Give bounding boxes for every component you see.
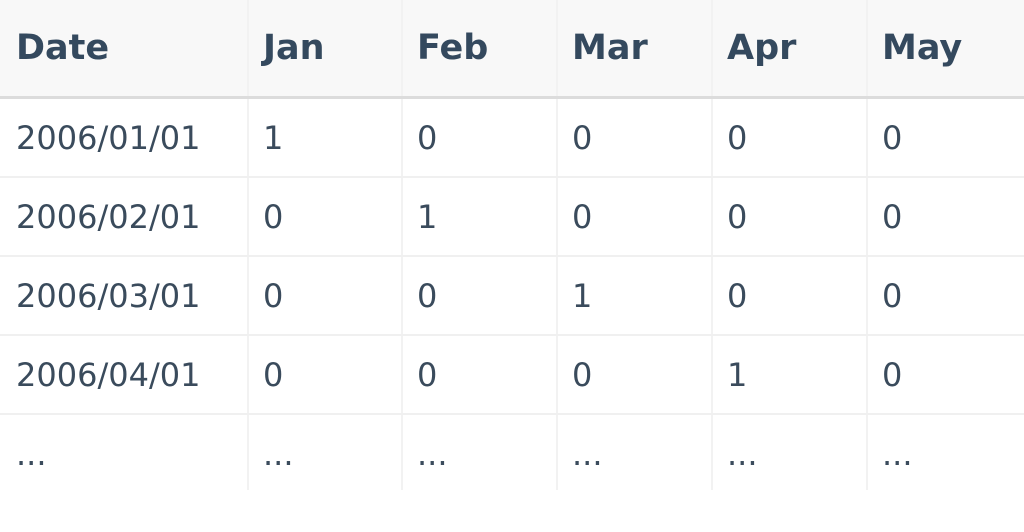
cell-value: 1 [247, 97, 402, 178]
column-header-feb: Feb [401, 0, 557, 99]
column-header-date: Date [0, 0, 248, 99]
cell-value: 1 [401, 177, 557, 257]
cell-value: 0 [711, 256, 867, 336]
cell-value: 0 [866, 335, 1024, 415]
page-bottom-space [0, 490, 1024, 532]
header-row: Date Jan Feb Mar Apr May [0, 0, 1024, 99]
table-row: 2006/02/01 0 1 0 0 0 [0, 177, 1024, 257]
cell-value: 0 [401, 256, 557, 336]
cell-ellipsis: ... [247, 414, 402, 492]
cell-date: 2006/04/01 [0, 335, 248, 415]
table-row-ellipsis: ... ... ... ... ... ... [0, 414, 1024, 492]
table-body: 2006/01/01 1 0 0 0 0 2006/02/01 0 1 0 0 … [0, 97, 1024, 492]
cell-value: 0 [556, 335, 712, 415]
cell-value: 0 [556, 97, 712, 178]
cell-value: 1 [711, 335, 867, 415]
column-header-may: May [866, 0, 1024, 99]
table-row: 2006/01/01 1 0 0 0 0 [0, 97, 1024, 178]
cell-value: 0 [866, 97, 1024, 178]
cell-ellipsis: ... [711, 414, 867, 492]
one-hot-month-table: Date Jan Feb Mar Apr May 2006/01/01 1 0 … [0, 0, 1024, 492]
cell-value: 0 [401, 97, 557, 178]
cell-ellipsis: ... [401, 414, 557, 492]
cell-value: 1 [556, 256, 712, 336]
cell-value: 0 [247, 177, 402, 257]
cell-date: 2006/01/01 [0, 97, 248, 178]
cell-ellipsis: ... [866, 414, 1024, 492]
column-header-apr: Apr [711, 0, 867, 99]
cell-value: 0 [247, 335, 402, 415]
cell-value: 0 [866, 256, 1024, 336]
cell-value: 0 [866, 177, 1024, 257]
cell-value: 0 [711, 177, 867, 257]
cell-date: 2006/02/01 [0, 177, 248, 257]
table-row: 2006/04/01 0 0 0 1 0 [0, 335, 1024, 415]
column-header-mar: Mar [556, 0, 712, 99]
cell-value: 0 [556, 177, 712, 257]
cell-date: 2006/03/01 [0, 256, 248, 336]
column-header-jan: Jan [247, 0, 402, 99]
cell-ellipsis: ... [556, 414, 712, 492]
cell-ellipsis: ... [16, 434, 47, 473]
table-row: 2006/03/01 0 0 1 0 0 [0, 256, 1024, 336]
cell-value: 0 [247, 256, 402, 336]
data-table-container: Date Jan Feb Mar Apr May 2006/01/01 1 0 … [0, 0, 1024, 492]
table-header: Date Jan Feb Mar Apr May [0, 0, 1024, 99]
cell-value: 0 [401, 335, 557, 415]
cell-value: 0 [711, 97, 867, 178]
